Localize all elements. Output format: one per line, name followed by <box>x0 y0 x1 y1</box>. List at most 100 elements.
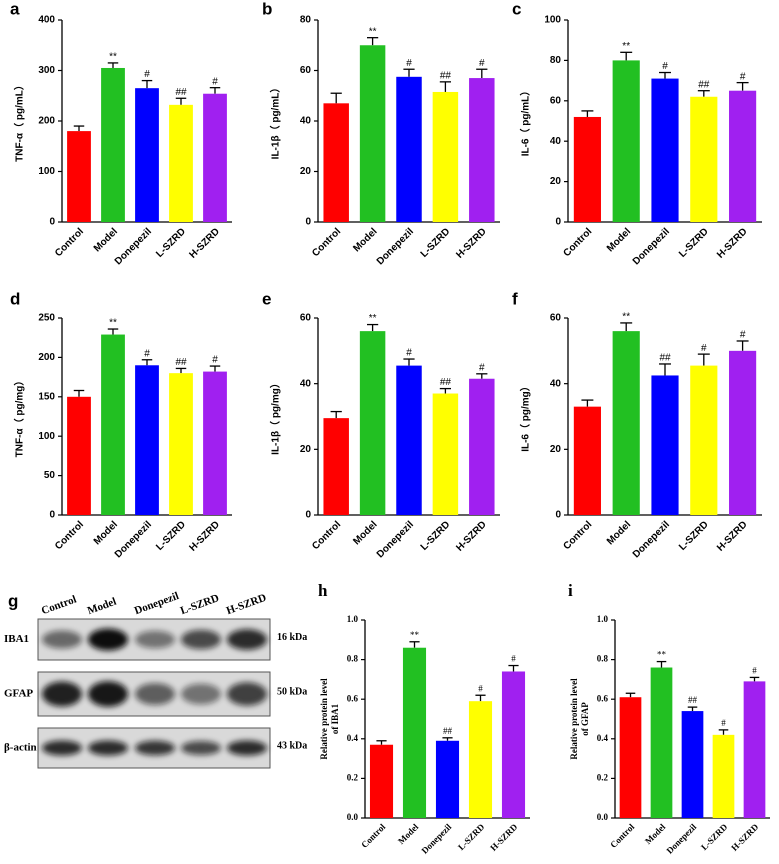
significance-label: ** <box>657 650 667 660</box>
x-tick-label: Donepezil <box>631 226 672 267</box>
size-label: 43 kDa <box>277 740 307 751</box>
row-label: GFAP <box>4 688 33 700</box>
y-tick-label: 60 <box>550 95 562 106</box>
bar <box>743 681 766 818</box>
significance-label: ## <box>443 726 453 736</box>
x-tick-label: Donepezil <box>419 821 453 855</box>
significance-label: # <box>662 61 668 72</box>
significance-label: # <box>701 343 707 354</box>
x-tick-label: Model <box>351 519 379 547</box>
y-axis-label: IL-6（ pg/mg） <box>519 381 532 452</box>
y-tick-label: 20 <box>550 444 562 455</box>
bar <box>468 701 493 818</box>
y-tick-label: 0 <box>305 217 311 228</box>
bar <box>67 131 91 222</box>
x-tick-label: Model <box>643 821 668 846</box>
panel-label: g <box>8 591 18 610</box>
y-tick-label: 40 <box>300 378 312 389</box>
x-tick-label: H-SZRD <box>454 226 488 260</box>
y-tick-label: 40 <box>300 116 312 127</box>
bar <box>681 711 704 818</box>
bar <box>650 667 673 818</box>
x-tick-label: Donepezil <box>375 226 416 267</box>
bar <box>729 90 757 222</box>
significance-label: # <box>752 665 757 675</box>
significance-label: # <box>212 355 218 366</box>
blot-band <box>181 629 221 650</box>
significance-label: # <box>212 76 218 87</box>
bar <box>690 365 718 515</box>
bar <box>396 365 422 515</box>
significance-label: ## <box>175 87 187 98</box>
x-tick-label: H-SZRD <box>454 519 488 553</box>
x-tick-label: L-SZRD <box>419 226 453 260</box>
y-tick-label: 0 <box>49 510 55 521</box>
blot-band <box>42 681 82 707</box>
x-tick-label: Donepezil <box>375 519 416 560</box>
y-axis-label: IL-6（ pg/mL） <box>519 86 532 157</box>
x-tick-label: Control <box>53 519 86 552</box>
bar <box>573 116 601 222</box>
y-axis-label: of IBA1 <box>330 703 340 734</box>
x-tick-label: H-SZRD <box>729 821 760 852</box>
significance-label: # <box>406 58 412 69</box>
blot-band <box>88 628 128 651</box>
y-tick-label: 0 <box>305 510 311 521</box>
significance-label: # <box>144 69 150 80</box>
x-tick-label: H-SZRD <box>715 519 749 553</box>
y-tick-label: 20 <box>550 176 562 187</box>
y-axis-label: Relative protein level <box>319 678 329 760</box>
panel-label: c <box>512 0 521 18</box>
y-tick-label: 0 <box>555 217 561 228</box>
y-tick-label: 100 <box>38 166 55 177</box>
y-axis-label: IL-1β（ pg/mL） <box>269 83 282 160</box>
y-tick-label: 20 <box>300 166 312 177</box>
y-tick-label: 0.4 <box>347 733 359 743</box>
significance-label: # <box>479 362 485 373</box>
row-label: β-actin <box>4 742 37 754</box>
bar <box>359 45 386 222</box>
y-tick-label: 60 <box>300 65 312 76</box>
y-tick-label: 0.4 <box>597 733 609 743</box>
bar <box>135 88 159 222</box>
x-tick-label: Control <box>310 226 343 259</box>
y-tick-label: 100 <box>38 431 55 442</box>
blot-band <box>135 740 175 756</box>
lane-label: L-SZRD <box>179 592 221 617</box>
lane-label: Donepezil <box>133 590 181 617</box>
y-tick-label: 250 <box>38 313 55 324</box>
y-tick-label: 0 <box>555 510 561 521</box>
y-axis-label: IL-1β（ pg/mg） <box>269 378 282 455</box>
significance-label: ** <box>622 41 630 52</box>
blot-band <box>227 740 267 756</box>
x-tick-label: H-SZRD <box>488 821 519 852</box>
bar <box>67 396 91 515</box>
bar <box>435 740 460 818</box>
x-tick-label: L-SZRD <box>154 519 188 553</box>
x-tick-label: Control <box>359 821 388 850</box>
blot-band <box>42 630 82 649</box>
x-tick-label: H-SZRD <box>187 226 221 260</box>
blot-band <box>227 629 267 650</box>
y-tick-label: 1.0 <box>347 614 359 624</box>
panel-label: h <box>318 581 328 600</box>
y-tick-label: 150 <box>38 391 55 402</box>
significance-label: # <box>511 654 516 664</box>
panel-label: b <box>262 0 272 18</box>
lane-label: Model <box>86 596 118 618</box>
bar <box>169 373 193 515</box>
y-tick-label: 0.6 <box>597 693 609 703</box>
y-tick-label: 60 <box>300 313 312 324</box>
y-tick-label: 0 <box>49 217 55 228</box>
y-axis-label: TNF-α（ pg/mg） <box>13 376 26 458</box>
x-tick-label: L-SZRD <box>677 519 711 553</box>
bar <box>203 371 227 515</box>
blot-band <box>88 681 128 707</box>
x-tick-label: Donepezil <box>113 226 154 267</box>
chart-panel: c 0 20 40 60 80 100 IL-6（ pg/mL） Control ** Model #… <box>512 0 762 267</box>
y-tick-label: 200 <box>38 352 55 363</box>
y-tick-label: 0.8 <box>597 654 609 664</box>
bar <box>323 103 349 222</box>
